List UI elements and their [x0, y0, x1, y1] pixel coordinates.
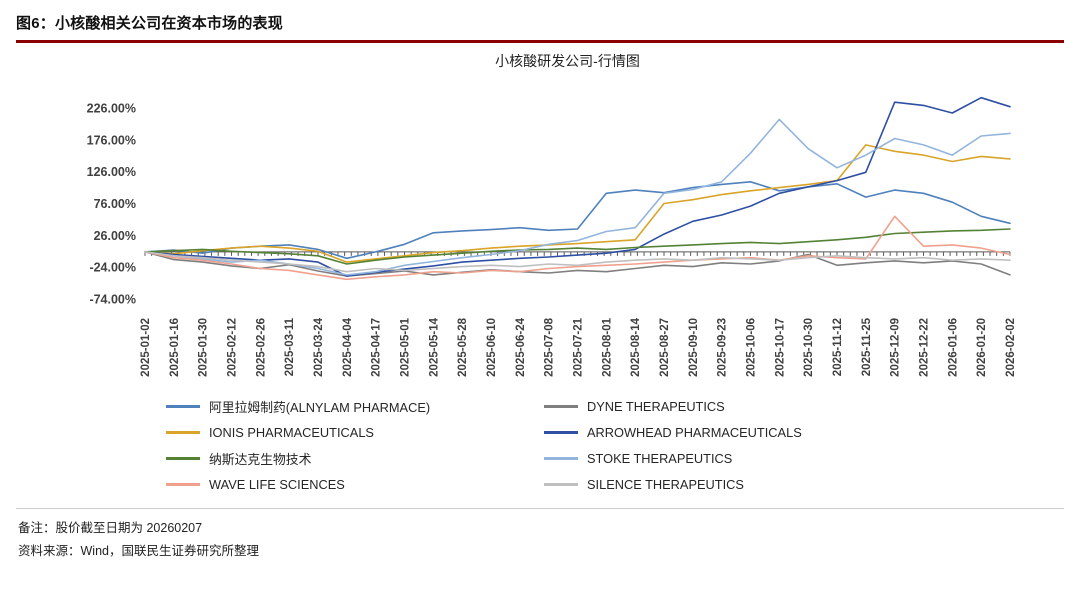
y-axis-tick-label: 176.00%: [87, 133, 136, 147]
legend-line-swatch: [166, 405, 200, 408]
series-line: [144, 228, 1011, 265]
x-axis-date-label: 2025-10-17: [774, 318, 786, 377]
figure-title-rule: [16, 40, 1064, 43]
x-axis-date-label: 2025-10-06: [746, 318, 758, 377]
series-line: [144, 96, 1011, 277]
y-axis-tick-label: 26.00%: [94, 229, 136, 243]
legend-item: DYNE THERAPEUTICS: [544, 397, 922, 416]
x-axis-date-label: 2026-01-20: [976, 318, 988, 377]
legend-item: ARROWHEAD PHARMACEUTICALS: [544, 425, 922, 440]
legend-label: 纳斯达克生物技术: [209, 452, 312, 467]
footer-source: 资料来源：Wind，国联民生证券研究所整理: [18, 543, 259, 558]
x-axis-date-label: 2025-04-04: [342, 317, 354, 376]
x-axis-date-label: 2025-01-16: [169, 318, 181, 377]
legend-line-swatch: [544, 457, 578, 460]
price-performance-chart: 226.00% 176.00% 126.00% 76.00% 26.00% -24.00%…: [87, 96, 1017, 377]
x-axis-date-label: 2025-01-02: [140, 318, 152, 377]
x-axis-date-label: 2025-02-12: [227, 318, 239, 377]
x-axis-date-label: 2025-09-23: [717, 318, 729, 377]
x-axis-date-label: 2025-12-09: [890, 318, 902, 377]
x-axis-date-label: 2025-12-22: [919, 318, 931, 377]
legend-label: 阿里拉姆制药(ALNYLAM PHARMACE): [209, 400, 431, 415]
figure-title: 图6：小核酸相关公司在资本市场的表现: [16, 15, 283, 32]
x-axis-date-label: 2025-05-14: [428, 317, 440, 376]
series-line: [144, 251, 1011, 273]
legend-line-swatch: [166, 431, 200, 434]
x-axis-date-label: 2025-09-10: [688, 318, 700, 377]
y-axis-tick-label: -24.00%: [89, 261, 136, 275]
chart-legend: 阿里拉姆制药(ALNYLAM PHARMACE) DYNE THERAPEUTIC…: [166, 397, 1064, 492]
legend-item: 纳斯达克生物技术: [166, 449, 544, 468]
x-axis-date-label: 2025-08-14: [630, 317, 642, 376]
x-axis-date-label: 2025-10-30: [803, 318, 815, 377]
legend-label: WAVE LIFE SCIENCES: [209, 477, 345, 492]
legend-item: WAVE LIFE SCIENCES: [166, 477, 544, 492]
series-line: [144, 144, 1011, 263]
x-axis-date-label: 2025-07-08: [544, 317, 556, 376]
chart-title: 小核酸研发公司-行情图: [495, 53, 640, 69]
legend-line-swatch: [166, 483, 200, 486]
x-axis-date-label: 2025-06-10: [486, 318, 498, 377]
x-axis-date-label: 2025-03-11: [284, 317, 296, 376]
x-axis-date-label: 2025-03-24: [313, 317, 325, 376]
series-line: [144, 181, 1011, 260]
x-axis-date-label: 2026-01-06: [947, 318, 959, 377]
x-axis-date-label: 2025-02-26: [255, 318, 267, 377]
footer-note: 备注：股价截至日期为 20260207: [18, 521, 203, 535]
legend-line-swatch: [166, 457, 200, 460]
y-axis-tick-label: 226.00%: [87, 101, 136, 115]
legend-label: DYNE THERAPEUTICS: [587, 399, 725, 414]
x-axis-date-label: 2025-05-28: [457, 317, 469, 376]
y-axis-tick-label: 76.00%: [94, 197, 136, 211]
legend-label: ARROWHEAD PHARMACEUTICALS: [587, 425, 802, 440]
legend-line-swatch: [544, 431, 578, 434]
x-axis-date-label: 2025-05-01: [400, 317, 412, 376]
figure-footer: 备注：股价截至日期为 20260207 资料来源：Wind，国联民生证券研究所整…: [16, 508, 1064, 562]
legend-line-swatch: [544, 405, 578, 408]
legend-line-swatch: [544, 483, 578, 486]
legend-item: 阿里拉姆制药(ALNYLAM PHARMACE): [166, 397, 544, 416]
x-axis-date-label: 2025-11-25: [861, 317, 873, 376]
x-axis-date-label: 2026-02-02: [1005, 318, 1017, 377]
legend-label: STOKE THERAPEUTICS: [587, 451, 733, 466]
x-axis-date-label: 2025-07-21: [573, 317, 585, 376]
x-axis-date-label: 2025-06-24: [515, 317, 527, 376]
y-axis-tick-label: -74.00%: [89, 293, 136, 307]
x-axis-date-label: 2025-01-30: [198, 318, 210, 377]
legend-item: IONIS PHARMACEUTICALS: [166, 425, 544, 440]
series-line: [144, 215, 1011, 281]
y-axis-tick-label: 126.00%: [87, 165, 136, 179]
x-axis-date-label: 2025-11-12: [832, 318, 844, 376]
legend-label: IONIS PHARMACEUTICALS: [209, 425, 374, 440]
x-axis-date-label: 2025-08-27: [659, 318, 671, 377]
x-axis-date-label: 2025-08-01: [601, 317, 613, 376]
legend-item: STOKE THERAPEUTICS: [544, 449, 922, 468]
legend-label: SILENCE THERAPEUTICS: [587, 477, 744, 492]
x-axis-date-label: 2025-04-17: [371, 318, 383, 377]
legend-item: SILENCE THERAPEUTICS: [544, 477, 922, 492]
